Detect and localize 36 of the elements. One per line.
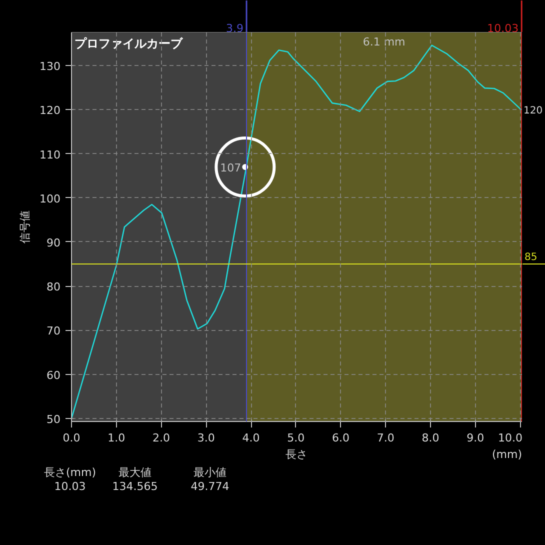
x-tick-label: 9.0 (466, 432, 484, 444)
y-tick-label: 70 (46, 324, 61, 338)
chart-title: プロファイルカーブ (74, 36, 184, 50)
y-tick-label: 80 (46, 280, 61, 294)
y-tick-label: 120 (40, 104, 61, 118)
annotation: 107 (220, 162, 242, 175)
x-tick-label: 8.0 (422, 432, 440, 444)
text: 最大値 (118, 465, 152, 481)
text: 最小値 (194, 465, 226, 481)
x-axis-title: 長さ (286, 447, 308, 463)
ref-line-label: 3.9 (226, 22, 244, 35)
text: 長さ(mm) (44, 465, 96, 481)
x-tick-label: 3.0 (197, 432, 215, 444)
text: 10.03 (54, 479, 86, 495)
text: 134.565 (112, 479, 158, 495)
y-tick-label: 110 (40, 148, 61, 162)
band-label: 6.1 mm (362, 36, 406, 48)
ref-line-label: 85 (524, 252, 538, 264)
y-tick-label: 130 (40, 60, 61, 74)
x-tick-label: 7.0 (376, 432, 394, 444)
x-tick-label: 5.0 (287, 432, 305, 444)
annotation: 120 (524, 106, 543, 117)
x-tick-label: 2.0 (152, 432, 170, 444)
text: 49.774 (190, 479, 230, 495)
y-tick-label: 50 (46, 412, 61, 426)
y-tick-label: 60 (46, 368, 61, 382)
x-tick-label: 4.0 (242, 432, 260, 444)
x-tick-label: 0.0 (62, 432, 80, 444)
text: (mm) (492, 447, 522, 463)
x-tick-label: 1.0 (108, 432, 126, 444)
x-tick-label: 10.0 (498, 432, 523, 444)
y-tick-label: 90 (46, 236, 61, 250)
ref-line-label: 10.03 (487, 22, 519, 35)
x-tick-label: 6.0 (332, 432, 350, 444)
y-tick-label: 100 (40, 192, 61, 206)
y-axis-title: 信号値 (18, 210, 32, 244)
